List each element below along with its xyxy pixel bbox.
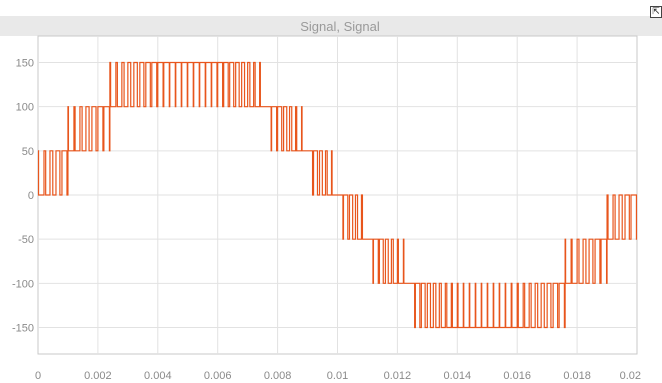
x-tick-label: 0.004 — [144, 370, 172, 382]
x-tick-label: 0.002 — [84, 370, 112, 382]
x-tick-label: 0 — [35, 370, 41, 382]
x-tick-label: 0.02 — [620, 370, 641, 382]
title-bar — [0, 16, 662, 36]
x-tick-label: 0.012 — [384, 370, 412, 382]
x-axis-ticks: 0 0.002 0.004 0.006 0.008 0.01 0.012 0.014 0.016… — [35, 370, 641, 382]
signal-trace — [37, 61, 638, 329]
y-tick-label: -50 — [18, 234, 34, 246]
plot-title: Signal, Signal — [300, 19, 380, 34]
x-tick-label: 0.008 — [264, 370, 292, 382]
y-tick-label: 150 — [16, 58, 34, 70]
signal-line — [37, 61, 638, 329]
x-tick-label: 0.01 — [327, 370, 348, 382]
y-tick-label: 50 — [22, 146, 34, 158]
y-tick-label: -100 — [12, 278, 34, 290]
y-tick-label: 100 — [16, 102, 34, 114]
x-tick-label: 0.018 — [563, 370, 591, 382]
x-tick-label: 0.014 — [444, 370, 472, 382]
restore-window-icon[interactable]: ⇱ — [650, 6, 662, 18]
y-tick-label: 0 — [28, 190, 34, 202]
y-axis-ticks: 150 100 50 0 -50 -100 -150 — [12, 58, 34, 335]
y-tick-label: -150 — [12, 323, 34, 335]
x-tick-label: 0.006 — [204, 370, 232, 382]
x-tick-label: 0.016 — [503, 370, 531, 382]
